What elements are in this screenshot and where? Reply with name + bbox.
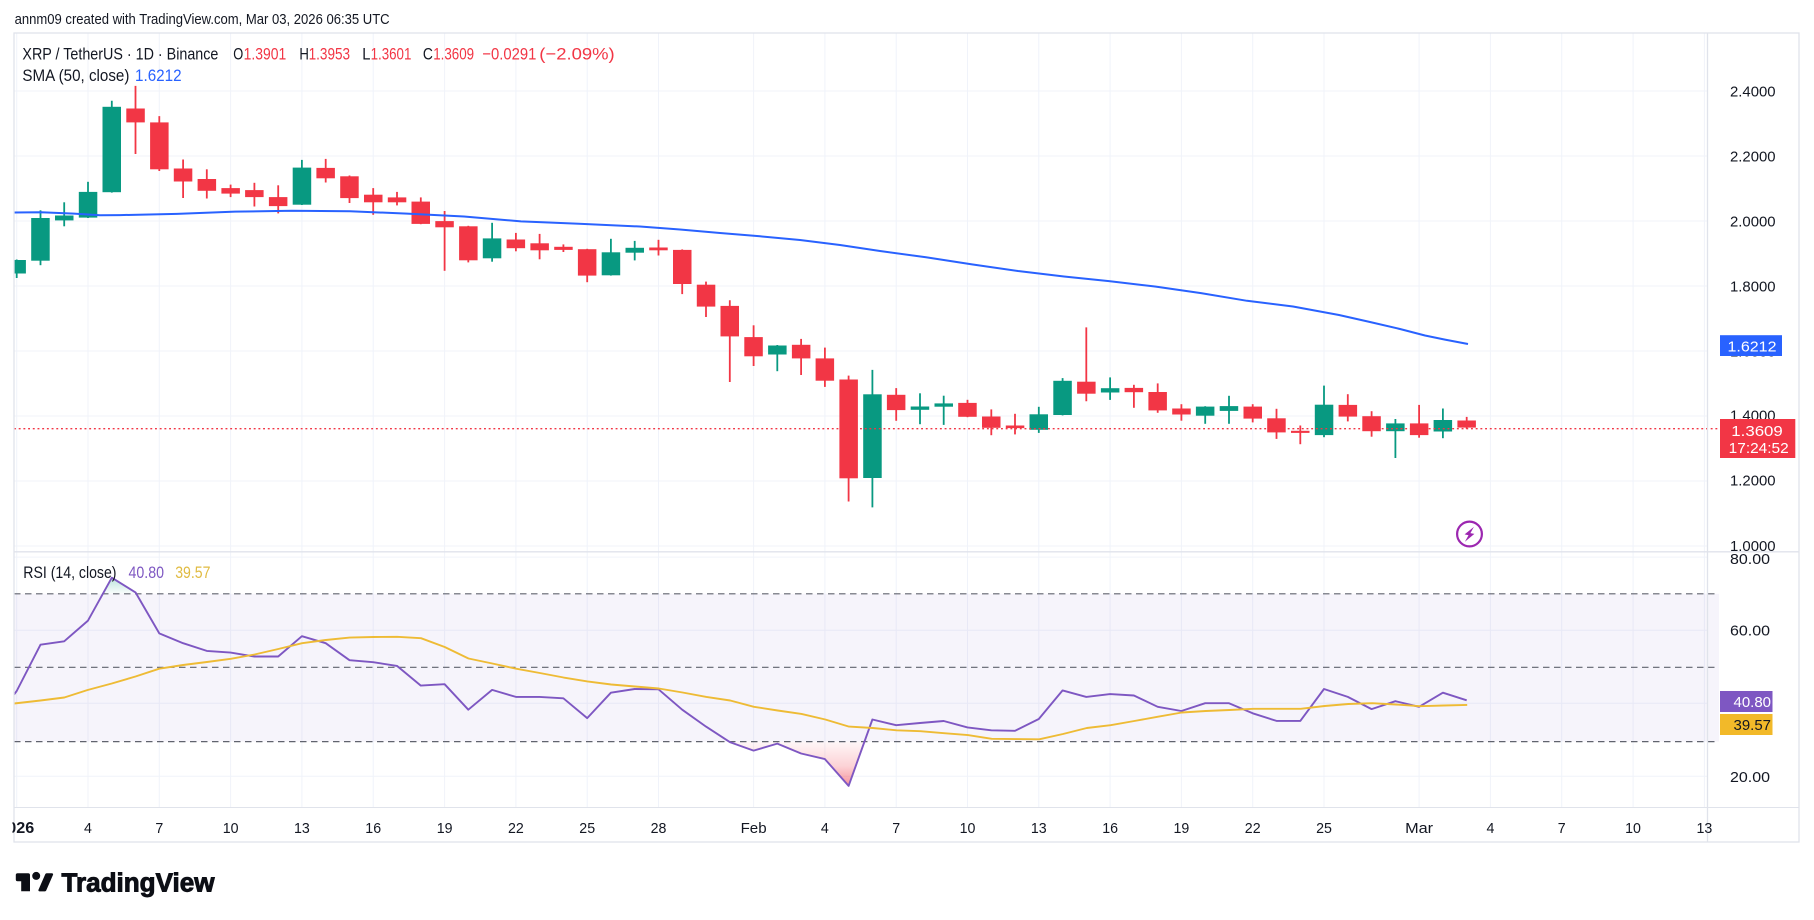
svg-text:2.2000: 2.2000 xyxy=(1730,149,1776,166)
svg-text:1.6212: 1.6212 xyxy=(1728,339,1777,356)
svg-text:22: 22 xyxy=(508,820,524,837)
svg-text:(−2.09%): (−2.09%) xyxy=(539,45,614,64)
svg-text:7: 7 xyxy=(155,820,163,837)
svg-text:17:24:52: 17:24:52 xyxy=(1729,441,1789,457)
svg-text:4: 4 xyxy=(84,820,92,837)
svg-text:22: 22 xyxy=(1245,820,1261,837)
svg-text:RSI (14, close): RSI (14, close) xyxy=(23,563,116,582)
svg-text:−0.0291: −0.0291 xyxy=(482,45,536,64)
svg-text:80.00: 80.00 xyxy=(1730,551,1770,568)
svg-text:1.3901: 1.3901 xyxy=(244,45,287,64)
svg-text:2.0000: 2.0000 xyxy=(1730,214,1776,231)
svg-text:39.57: 39.57 xyxy=(1734,717,1772,734)
svg-text:7: 7 xyxy=(1558,820,1566,837)
svg-text:13: 13 xyxy=(1697,820,1713,837)
svg-text:H: H xyxy=(299,45,309,64)
svg-text:1.3601: 1.3601 xyxy=(371,45,412,64)
svg-text:L: L xyxy=(362,45,370,64)
svg-text:40.80: 40.80 xyxy=(129,563,165,582)
svg-text:19: 19 xyxy=(1174,820,1190,837)
svg-text:SMA (50, close): SMA (50, close) xyxy=(22,66,129,85)
svg-text:TradingView: TradingView xyxy=(62,869,215,897)
svg-text:1.3609: 1.3609 xyxy=(433,45,474,64)
svg-text:XRP / TetherUS · 1D · Binance: XRP / TetherUS · 1D · Binance xyxy=(22,45,218,64)
svg-text:4: 4 xyxy=(821,820,829,837)
svg-text:60.00: 60.00 xyxy=(1730,623,1770,640)
svg-text:2026: 2026 xyxy=(0,820,34,837)
svg-text:25: 25 xyxy=(1316,820,1332,837)
svg-text:16: 16 xyxy=(365,820,381,837)
svg-text:28: 28 xyxy=(651,820,667,837)
svg-text:40.80: 40.80 xyxy=(1734,694,1772,711)
svg-text:1.8000: 1.8000 xyxy=(1730,279,1776,296)
svg-text:C: C xyxy=(423,45,433,64)
svg-text:1.3953: 1.3953 xyxy=(309,45,351,64)
svg-text:4: 4 xyxy=(1487,820,1495,837)
svg-text:10: 10 xyxy=(223,820,239,837)
svg-text:13: 13 xyxy=(1031,820,1047,837)
svg-text:O: O xyxy=(233,45,243,64)
svg-text:Feb: Feb xyxy=(741,820,767,837)
svg-text:16: 16 xyxy=(1102,820,1118,837)
svg-text:2.4000: 2.4000 xyxy=(1730,84,1776,101)
svg-text:13: 13 xyxy=(294,820,310,837)
svg-text:annm09 created with TradingVie: annm09 created with TradingView.com, Mar… xyxy=(15,11,390,28)
svg-text:1.6212: 1.6212 xyxy=(135,66,182,85)
svg-text:10: 10 xyxy=(960,820,976,837)
svg-text:1.2000: 1.2000 xyxy=(1730,473,1776,490)
svg-text:20.00: 20.00 xyxy=(1730,769,1770,786)
svg-text:10: 10 xyxy=(1625,820,1641,837)
svg-text:39.57: 39.57 xyxy=(175,563,210,582)
svg-text:19: 19 xyxy=(437,820,453,837)
svg-text:1.0000: 1.0000 xyxy=(1730,538,1776,555)
svg-text:Mar: Mar xyxy=(1405,820,1433,837)
svg-text:25: 25 xyxy=(579,820,595,837)
svg-text:1.3609: 1.3609 xyxy=(1731,423,1783,440)
svg-text:7: 7 xyxy=(892,820,900,837)
